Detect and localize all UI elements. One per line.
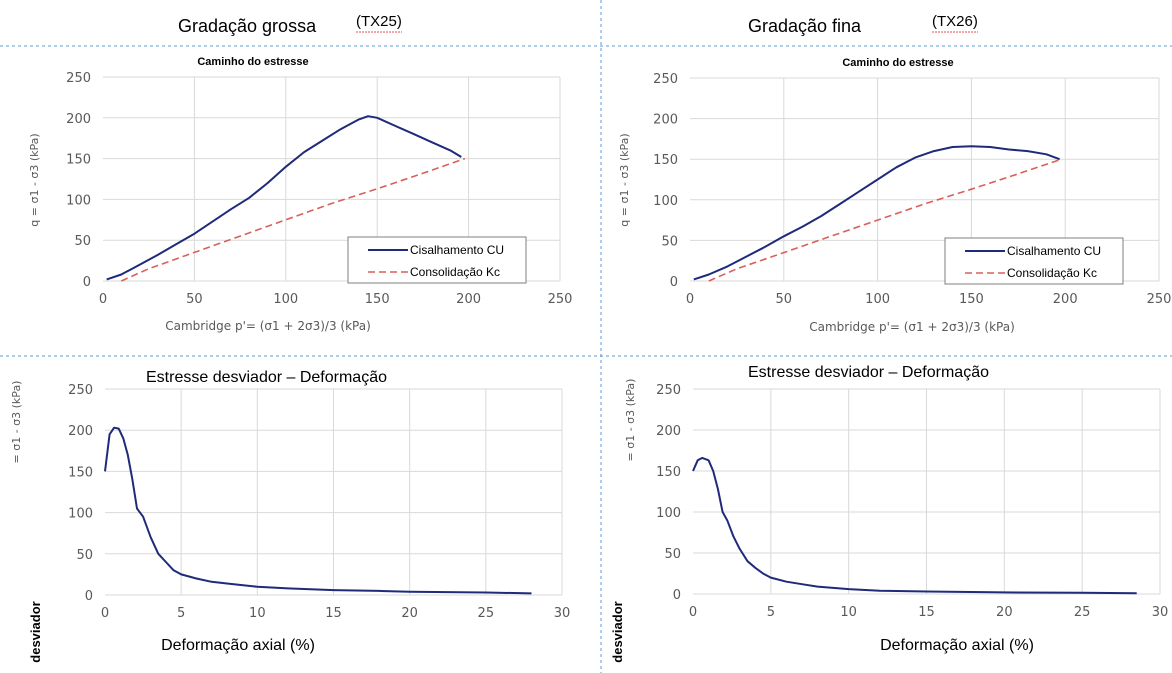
chart-title: Estresse desviador – Deformação [146,369,387,386]
y-tick-label: 50 [661,234,678,249]
y-axis-label: q = σ1 - σ3 (kPa) [618,133,631,226]
x-tick-label: 30 [1152,605,1169,620]
x-axis-label: Deformação axial (%) [161,637,315,654]
legend-label: Cisalhamento CU [1007,244,1101,258]
deviator-strain-chart-fine: 0 5 10 15 20 25 30 0 50 100 150 200 250 Estresse desv… [610,364,1168,663]
y-tick-label: 50 [74,234,91,249]
y-tick-label: 200 [653,113,678,128]
x-tick-label: 25 [478,606,495,621]
x-axis-label: Deformação axial (%) [880,637,1034,654]
x-tick-label: 10 [249,606,266,621]
series-line-cisalhamento-cu [692,456,1137,595]
x-tick-label: 25 [1074,605,1091,620]
y-axis-label: q = σ1 - σ3 (kPa) [28,133,41,226]
y-tick-label: 0 [83,275,91,290]
y-tick-label: 200 [66,112,91,127]
legend-box [944,237,1124,285]
x-tick-label: 250 [548,292,573,307]
x-tick-label: 250 [1147,292,1172,307]
y-tick-label: 250 [66,71,91,86]
y-tick-label: 250 [68,383,93,398]
series-line-cisalhamento-cu [104,426,532,595]
x-tick-label: 150 [365,292,390,307]
y-axis-label-bold: desviador [28,601,43,662]
y-tick-label: 100 [656,506,681,521]
y-tick-label: 0 [670,275,678,290]
stress-path-chart-coarse: 0 50 100 150 200 250 0 50 100 150 200 250 Caminho do… [28,56,572,333]
right-header-tag: (TX26) [932,13,978,30]
left-header-title: Gradação grossa [178,16,317,36]
legend-label: Consolidação Kc [1007,266,1097,280]
deviator-strain-chart-coarse: 0 5 10 15 20 25 30 0 50 100 150 200 250 Estresse desv… [10,369,570,663]
y-tick-label: 50 [664,547,681,562]
right-header-title: Gradação fina [748,16,862,36]
x-tick-label: 100 [273,292,298,307]
x-axis-label: Cambridge p'= (σ1 + 2σ3)/3 (kPa) [809,320,1015,334]
y-tick-label: 250 [653,72,678,87]
series-line-cisalhamento-cu [106,115,462,281]
y-axis-label: = σ1 - σ3 (kPa) [624,379,637,462]
legend-label: Consolidação Kc [410,265,500,279]
y-tick-label: 100 [68,507,93,522]
y-tick-label: 150 [66,153,91,168]
x-tick-label: 50 [776,292,793,307]
legend-box [347,236,527,284]
x-tick-label: 10 [840,605,857,620]
y-axis-label-bold: desviador [610,601,625,662]
chart-title: Estresse desviador – Deformação [748,364,989,381]
x-tick-label: 0 [689,605,697,620]
x-tick-label: 0 [101,606,109,621]
x-tick-label: 15 [325,606,342,621]
y-tick-label: 200 [68,424,93,439]
chart-title: Caminho do estresse [842,57,953,69]
y-axis-label: = σ1 - σ3 (kPa) [10,381,23,464]
x-tick-label: 0 [99,292,107,307]
series-line-cisalhamento-cu [693,145,1060,281]
x-tick-label: 200 [1053,292,1078,307]
x-tick-label: 50 [186,292,203,307]
x-tick-label: 5 [767,605,775,620]
x-axis-label: Cambridge p'= (σ1 + 2σ3)/3 (kPa) [165,319,371,333]
y-tick-label: 200 [656,424,681,439]
x-tick-label: 30 [554,606,571,621]
series-line-consolidacao-kc [708,158,1062,282]
y-tick-label: 100 [66,193,91,208]
y-tick-label: 150 [653,153,678,168]
x-tick-label: 20 [996,605,1013,620]
y-tick-label: 250 [656,383,681,398]
y-tick-label: 50 [76,548,93,563]
legend: Cisalhamento CU Consolidação Kc [944,237,1124,285]
x-tick-label: 5 [177,606,185,621]
x-tick-label: 0 [686,292,694,307]
y-tick-label: 150 [656,465,681,480]
y-tick-label: 0 [673,588,681,603]
left-header-tag: (TX25) [356,13,402,30]
x-tick-label: 150 [959,292,984,307]
y-tick-label: 0 [85,589,93,604]
x-tick-label: 200 [456,292,481,307]
chart-title: Caminho do estresse [197,56,308,68]
y-tick-label: 150 [68,465,93,480]
legend-label: Cisalhamento CU [410,243,504,257]
x-tick-label: 15 [918,605,935,620]
y-tick-label: 100 [653,194,678,209]
stress-path-chart-fine: 0 50 100 150 200 250 0 50 100 150 200 250 Caminho do… [618,57,1171,334]
legend: Cisalhamento CU Consolidação Kc [347,236,527,284]
x-tick-label: 100 [865,292,890,307]
x-tick-label: 20 [401,606,418,621]
